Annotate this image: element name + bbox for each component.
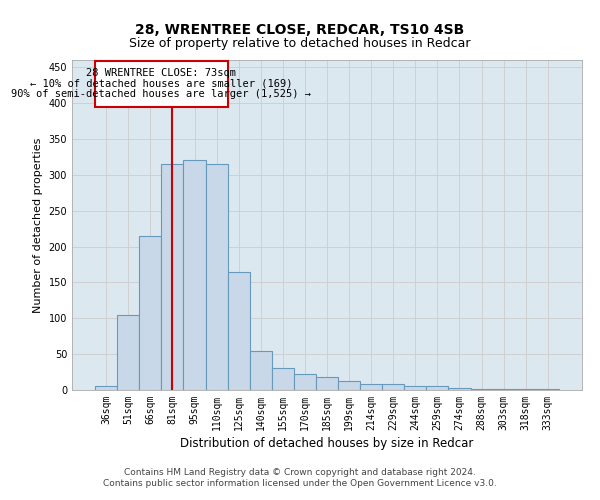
X-axis label: Distribution of detached houses by size in Redcar: Distribution of detached houses by size …: [181, 437, 473, 450]
Bar: [338, 382, 360, 390]
Bar: [294, 374, 316, 390]
Text: Contains HM Land Registry data © Crown copyright and database right 2024.
Contai: Contains HM Land Registry data © Crown c…: [103, 468, 497, 487]
Bar: [537, 388, 559, 390]
Bar: [316, 377, 338, 390]
FancyBboxPatch shape: [95, 62, 227, 106]
Bar: [272, 368, 294, 390]
Bar: [250, 350, 272, 390]
Bar: [95, 386, 117, 390]
Text: Size of property relative to detached houses in Redcar: Size of property relative to detached ho…: [129, 38, 471, 51]
Bar: [404, 386, 427, 390]
Bar: [206, 164, 227, 390]
Bar: [139, 236, 161, 390]
Text: ← 10% of detached houses are smaller (169): ← 10% of detached houses are smaller (16…: [30, 78, 293, 88]
Text: 28, WRENTREE CLOSE, REDCAR, TS10 4SB: 28, WRENTREE CLOSE, REDCAR, TS10 4SB: [136, 22, 464, 36]
Bar: [448, 388, 470, 390]
Y-axis label: Number of detached properties: Number of detached properties: [33, 138, 43, 312]
Bar: [515, 388, 537, 390]
Bar: [427, 386, 448, 390]
Bar: [227, 272, 250, 390]
Bar: [470, 388, 493, 390]
Text: 90% of semi-detached houses are larger (1,525) →: 90% of semi-detached houses are larger (…: [11, 90, 311, 100]
Bar: [382, 384, 404, 390]
Bar: [184, 160, 206, 390]
Bar: [360, 384, 382, 390]
Bar: [161, 164, 184, 390]
Bar: [493, 388, 515, 390]
Text: 28 WRENTREE CLOSE: 73sqm: 28 WRENTREE CLOSE: 73sqm: [86, 68, 236, 78]
Bar: [117, 314, 139, 390]
